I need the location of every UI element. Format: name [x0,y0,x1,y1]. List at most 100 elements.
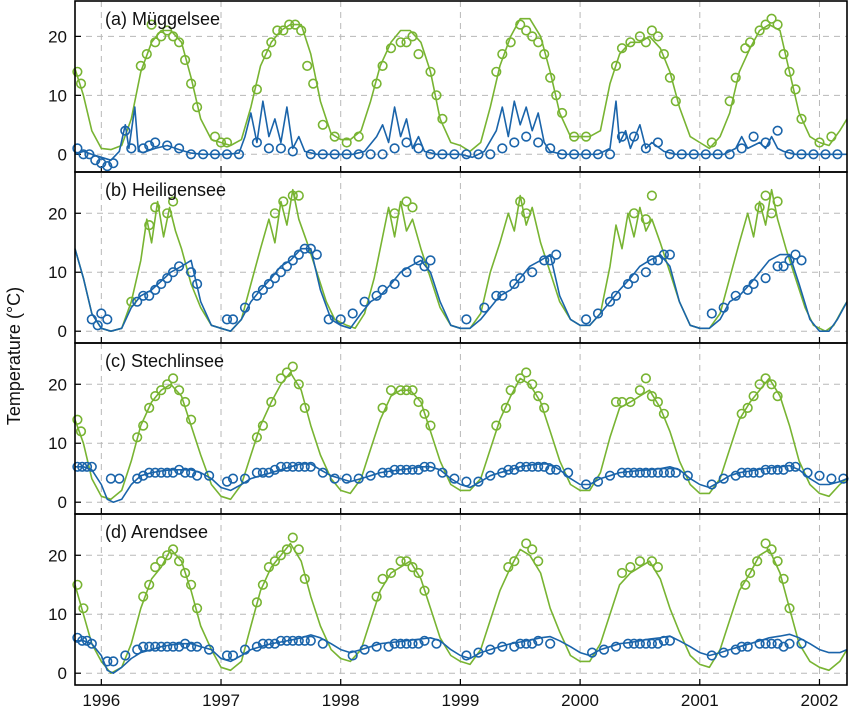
bottom-point [81,461,93,472]
surface-point [539,402,550,414]
bottom-point [395,638,406,649]
bottom-point [640,638,652,649]
bottom-point [497,467,508,478]
bottom-point [479,302,490,313]
surface-point [652,561,664,573]
surface-point [527,379,538,390]
bottom-point [138,290,149,301]
bottom-point [371,641,382,652]
surface-point [545,72,556,83]
surface-point [634,31,646,42]
bottom-point [539,461,550,472]
panel-3: 0 10 20 (d) Arendsee [48,513,848,686]
surface-point [278,25,289,36]
surface-point [261,48,272,60]
bottom-point [790,249,801,260]
bottom-point [209,149,221,160]
bottom-point [114,473,125,484]
surface-point [419,408,430,419]
bottom-point [778,261,789,272]
surface-point [790,84,801,95]
surface-point [658,48,670,60]
bottom-point [198,149,209,160]
bottom-point [150,284,161,296]
bottom-point [796,255,807,266]
bottom-point [766,638,777,649]
bottom-point [305,635,316,646]
bottom-point [102,161,113,172]
bottom-point [192,278,203,290]
surface-point [527,544,538,555]
surface-point [180,54,191,66]
surface-point [625,37,636,48]
bottom-point [646,638,658,649]
bottom-point [664,635,676,646]
bottom-point [144,641,155,652]
surface-point [281,544,293,555]
bottom-point [742,641,753,652]
bottom-point [449,149,460,160]
surface-point [302,60,313,72]
bottom-point [754,467,765,478]
surface-point [646,391,658,402]
surface-point [72,414,83,425]
bottom-point [221,149,233,160]
bottom-point [389,638,400,649]
surface-point [419,585,430,596]
bottom-point [497,290,508,301]
surface-point [425,420,436,431]
bottom-point [676,149,687,160]
y-axis-label: Temperature (°C) [4,287,24,425]
panel-0: 0 10 20 (a) Müggelsee [48,0,848,173]
surface-point [221,137,233,148]
bottom-point [521,461,532,472]
bottom-point [299,461,310,472]
surface-line [74,17,848,153]
bottom-point [221,650,233,661]
surface-point [625,396,636,408]
bottom-point [545,638,556,649]
bottom-point [706,308,717,319]
surface-point [385,567,397,579]
surface-point [407,202,418,213]
bottom-point [150,467,161,478]
bottom-point [688,149,699,160]
bottom-point [401,267,412,278]
bottom-point [634,638,646,649]
y-tick-label: 20 [48,375,67,394]
bottom-point [802,467,813,478]
surface-point [533,391,544,402]
bottom-point [92,320,103,331]
surface-point [341,137,352,148]
surface-point [141,48,152,60]
surface-point [640,37,652,48]
surface-point [616,567,628,579]
x-tick-label: 2000 [561,691,599,710]
bottom-point [592,308,604,319]
bottom-point [162,273,173,284]
bottom-point [299,635,310,646]
bottom-point [533,635,544,646]
surface-point [287,361,298,372]
bottom-point [353,149,364,160]
surface-point [215,137,227,148]
surface-point [431,90,442,101]
surface-point [766,379,777,390]
bottom-point [108,656,119,667]
bottom-point [568,149,580,160]
bottom-point [269,464,281,475]
bottom-point [545,143,556,154]
bottom-point [132,644,143,655]
surface-point [772,391,783,402]
surface-point [814,137,825,148]
bottom-point [317,149,328,160]
panels-container: 0 10 20 (a) Müggelsee 0 10 20 (b) Heiligensee 0 1… [48,0,849,686]
surface-point [395,385,406,396]
bottom-point [461,314,472,325]
bottom-point [580,149,592,160]
bottom-point [718,302,729,313]
bottom-point [778,464,789,475]
surface-point [760,190,771,201]
bottom-point [144,290,155,301]
